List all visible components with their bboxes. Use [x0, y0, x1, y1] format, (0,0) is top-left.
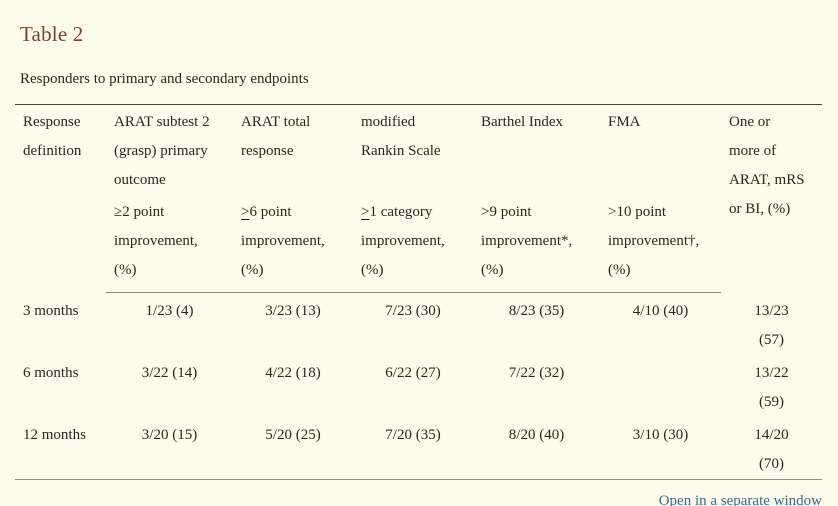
cell-barthel: 8/23 (35)	[508, 303, 565, 319]
col-header-modified-rankin: modified Rankin Scale	[361, 114, 441, 159]
threshold-symbol-1: >	[241, 204, 250, 220]
threshold-text-1: 6 point improvement, (%)	[241, 204, 325, 278]
cell-arat-subtest2: 3/22 (14)	[141, 364, 198, 381]
cell-fma: 3/10 (30)	[632, 426, 689, 443]
threshold-rankin: >1 category improvement, (%)	[353, 195, 473, 293]
table-row-6-months: 6 months 3/22 (14) 4/22 (18) 6/22 (27) 7…	[15, 355, 822, 417]
threshold-arat-subtest2: ≥2 point improvement, (%)	[106, 195, 233, 293]
col-header-arat-total: ARAT total response	[241, 114, 311, 159]
table-footer: Open in a separate window	[15, 493, 822, 506]
threshold-arat-total: >6 point improvement, (%)	[233, 195, 353, 293]
cell-fma	[600, 355, 721, 417]
table-label: Table 2	[20, 22, 84, 46]
cell-arat-total: 5/20 (25)	[265, 426, 321, 443]
threshold-text-2: 1 category improvement, (%)	[361, 204, 445, 278]
threshold-symbol-3: >	[481, 204, 490, 220]
cell-rankin: 7/23 (30)	[385, 303, 441, 319]
cell-composite: 14/20 (70)	[754, 426, 789, 472]
table-row-3-months: 3 months 1/23 (4) 3/23 (13) 7/23 (30) 8/…	[15, 293, 822, 355]
cell-rankin: 7/20 (35)	[385, 426, 441, 443]
cell-arat-subtest2: 3/20 (15)	[141, 426, 198, 443]
cell-arat-total: 3/23 (13)	[265, 303, 321, 319]
threshold-barthel: >9 point improvement*, (%)	[473, 195, 600, 293]
cell-arat-subtest2: 1/23 (4)	[145, 303, 194, 319]
row-label: 12 months	[23, 426, 86, 443]
col-header-barthel-index: Barthel Index	[481, 114, 564, 130]
row-label: 6 months	[23, 364, 79, 381]
header-row-measures: Response definition ARAT subtest 2 (gras…	[15, 105, 822, 217]
row-label: 3 months	[23, 302, 79, 319]
threshold-text-3: 9 point improvement*, (%)	[481, 204, 573, 278]
cell-fma: 4/10 (40)	[632, 303, 689, 319]
threshold-fma: >10 point improvement†, (%)	[600, 195, 721, 293]
cell-barthel: 8/20 (40)	[508, 426, 565, 443]
col-header-composite: One or more of ARAT, mRS or BI, (%)	[729, 114, 805, 217]
col-header-response-definition: Response definition	[23, 114, 82, 159]
col-header-fma: FMA	[608, 114, 641, 130]
threshold-symbol-2: >	[361, 204, 370, 220]
table-row-12-months: 12 months 3/20 (15) 5/20 (25) 7/20 (35) …	[15, 417, 822, 480]
header-row-thresholds: ≥2 point improvement, (%) >6 point impro…	[15, 195, 822, 293]
col-header-arat-subtest2: ARAT subtest 2 (grasp) primary outcome	[114, 114, 210, 188]
threshold-text-4: 10 point improvement†, (%)	[608, 204, 700, 278]
responders-table: Response definition ARAT subtest 2 (gras…	[15, 104, 822, 480]
cell-composite: 13/22 (59)	[754, 364, 789, 410]
cell-rankin: 6/22 (27)	[385, 364, 441, 381]
table-caption: Responders to primary and secondary endp…	[20, 71, 309, 87]
threshold-text-0: 2 point improvement, (%)	[114, 204, 198, 278]
threshold-symbol-4: >	[608, 204, 617, 220]
cell-arat-total: 4/22 (18)	[265, 364, 321, 381]
cell-barthel: 7/22 (32)	[508, 364, 565, 381]
open-separate-window-link[interactable]: Open in a separate window	[658, 492, 822, 506]
threshold-symbol-0: ≥	[114, 204, 123, 220]
cell-composite: 13/23 (57)	[754, 302, 789, 348]
